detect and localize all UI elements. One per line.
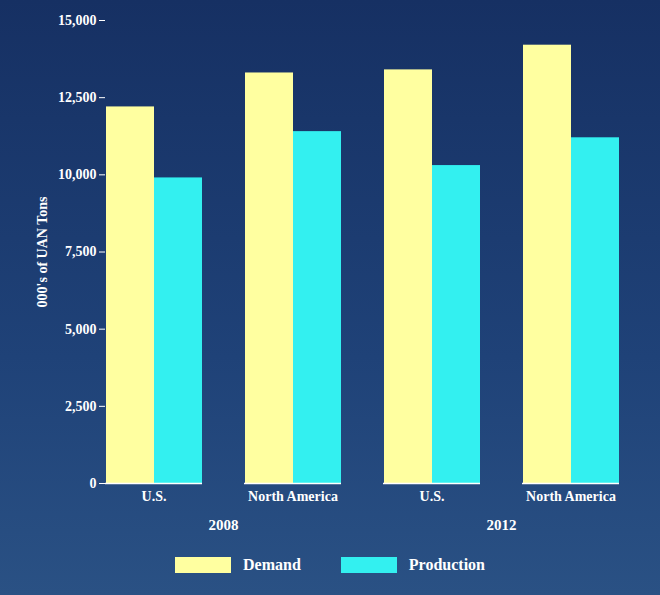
svg-text:U.S.: U.S. — [420, 489, 445, 504]
svg-text:U.S.: U.S. — [142, 489, 167, 504]
html-text:Production: Production — [408, 556, 485, 573]
html-text:Demand: Demand — [243, 556, 301, 573]
svg-text:0: 0 — [90, 476, 97, 491]
svg-text:12,500: 12,500 — [58, 90, 97, 105]
svg-text:2012: 2012 — [487, 517, 517, 533]
svg-text:5,000: 5,000 — [65, 322, 97, 337]
svg-text:15,000: 15,000 — [58, 13, 97, 28]
svg-text:North America: North America — [526, 489, 616, 504]
svg-text:2,500: 2,500 — [65, 399, 97, 414]
svg-text:7,500: 7,500 — [65, 244, 97, 259]
svg-text:North America: North America — [248, 489, 338, 504]
svg-text:000's of UAN Tons: 000's of UAN Tons — [35, 196, 50, 307]
svg-text:10,000: 10,000 — [58, 167, 97, 182]
svg-text:2008: 2008 — [209, 517, 239, 533]
